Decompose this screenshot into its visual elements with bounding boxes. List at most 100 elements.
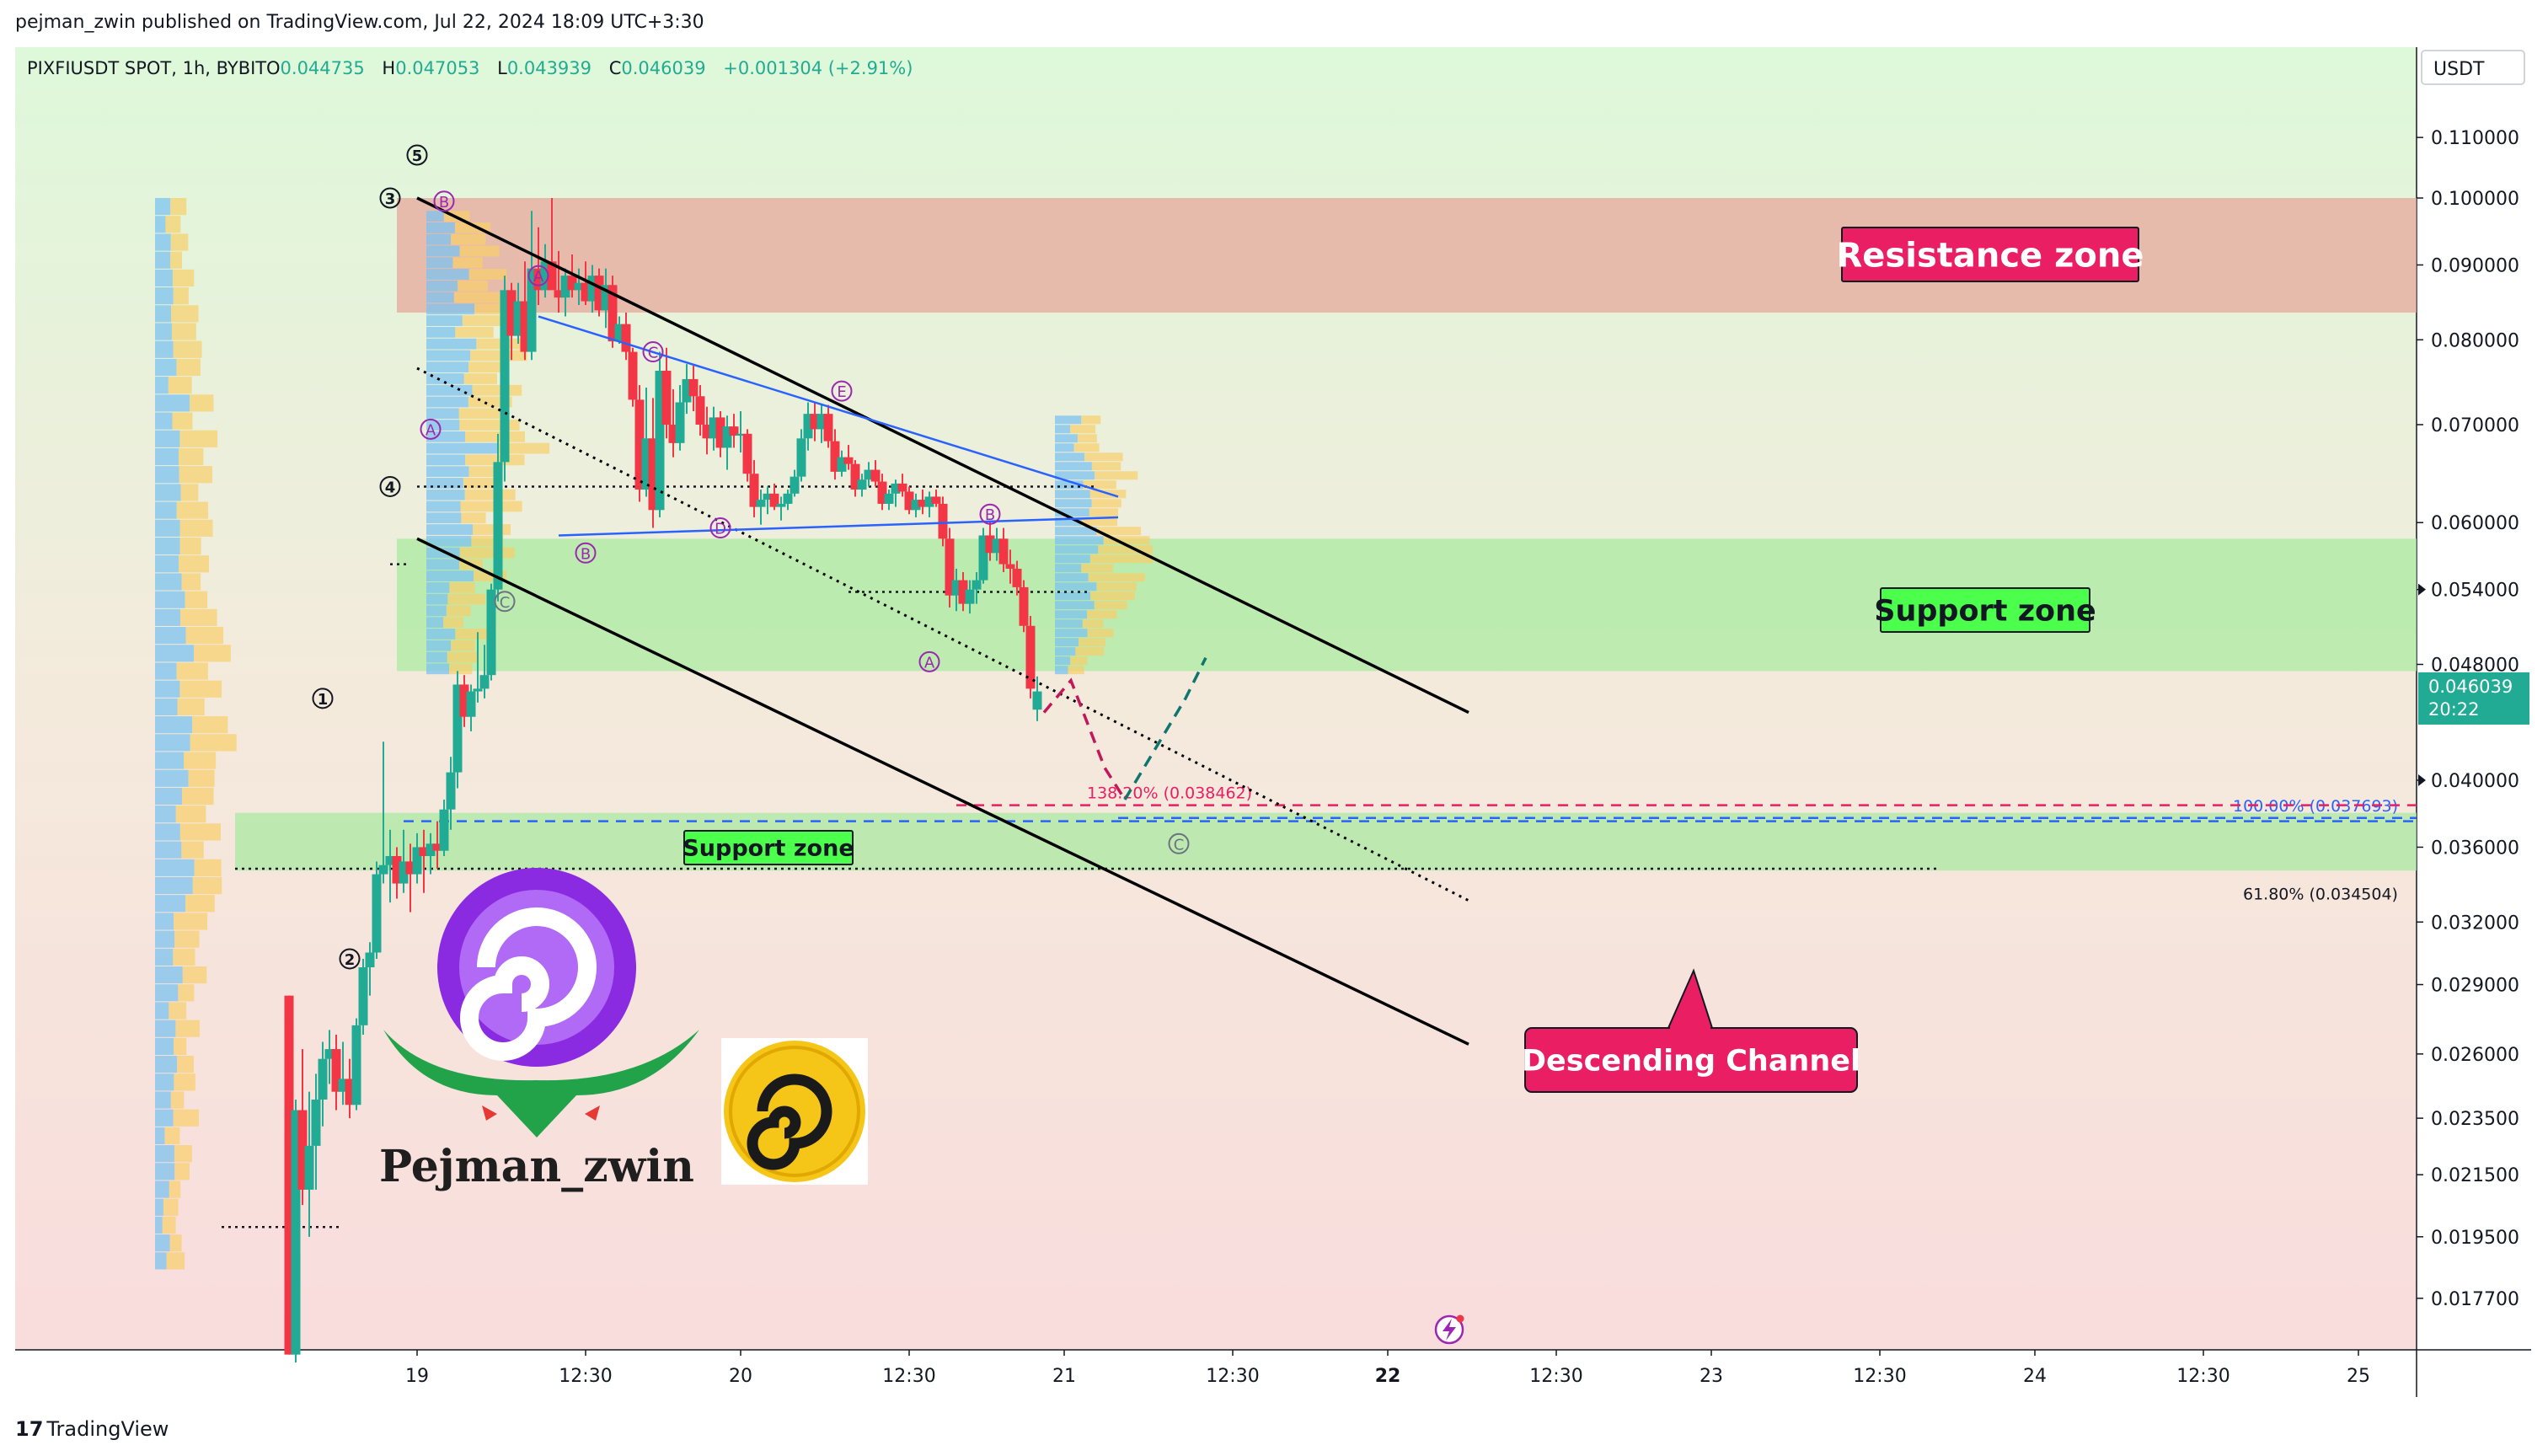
price-axis[interactable]: 0.110000 0.100000 0.090000 0.080000 0.070000… xyxy=(2417,128,2519,1310)
profile-bar xyxy=(162,1216,176,1234)
profile-bar xyxy=(174,1163,190,1180)
candle-body xyxy=(412,847,422,875)
candle xyxy=(1005,549,1015,584)
profile-bar xyxy=(155,1037,174,1056)
price-tick-label: 0.036000 xyxy=(2431,838,2519,859)
candle-body xyxy=(938,503,948,539)
profile-bar xyxy=(1055,508,1089,517)
profile-bar xyxy=(155,1073,174,1091)
profile-bar xyxy=(1082,619,1104,629)
time-axis[interactable]: 19 12:30 20 12:30 21 12:30 22 12:30 23 12:30 24 12:… xyxy=(405,1350,2370,1387)
candle xyxy=(985,520,995,561)
candle-body xyxy=(426,843,436,857)
candle xyxy=(823,404,833,448)
support-zone-label-lower[interactable]: Support zone xyxy=(682,830,854,865)
candle xyxy=(324,1030,335,1084)
candle xyxy=(493,433,503,602)
profile-bar xyxy=(1087,629,1114,638)
profile-bar xyxy=(447,593,485,605)
candle-body xyxy=(608,285,618,342)
candle-body xyxy=(405,861,415,875)
profile-bar xyxy=(1075,647,1105,656)
profile-bar xyxy=(446,605,471,617)
wave-text: D xyxy=(715,521,726,538)
candle xyxy=(668,389,678,458)
candle xyxy=(331,1035,341,1111)
candle-body xyxy=(985,535,995,554)
profile-bar xyxy=(426,396,468,408)
candle-body xyxy=(702,424,712,439)
wave-label: 4 xyxy=(379,475,401,497)
wave-circle xyxy=(1168,832,1190,854)
channel-lower-line[interactable] xyxy=(416,537,1469,1046)
candle xyxy=(358,958,368,1036)
candle xyxy=(661,347,672,439)
candle xyxy=(796,429,806,482)
candle-body xyxy=(473,688,483,692)
profile-bar xyxy=(426,222,455,233)
candle-body xyxy=(594,276,604,311)
wave-label: 3 xyxy=(379,187,401,209)
profile-bar xyxy=(1055,536,1104,545)
candle-body xyxy=(736,433,746,436)
wave-text: B xyxy=(581,545,591,563)
profile-bar xyxy=(1089,508,1119,517)
candle xyxy=(345,1058,355,1119)
profile-bar xyxy=(497,442,550,454)
candle-body xyxy=(668,424,678,443)
bolt-icon[interactable] xyxy=(1434,1314,1464,1345)
profile-bar xyxy=(463,373,497,384)
profile-bar xyxy=(426,535,472,547)
profile-bar xyxy=(1055,545,1099,554)
candle-body xyxy=(776,503,786,507)
candle xyxy=(628,347,638,407)
volume-profile-right xyxy=(1055,415,1154,675)
descending-channel-label[interactable]: Descending Channel xyxy=(1522,968,1860,1093)
candle xyxy=(870,460,881,487)
tradingview-logo[interactable]: 17 TradingView xyxy=(15,1417,169,1441)
candle-body xyxy=(506,290,517,336)
wave-circle xyxy=(494,591,516,613)
candle xyxy=(763,486,773,515)
time-tick-label: 12:30 xyxy=(1206,1366,1259,1387)
wave-text: E xyxy=(837,383,846,401)
profile-bar xyxy=(426,605,447,617)
triangle-lower-line[interactable] xyxy=(558,516,1119,537)
profile-bar xyxy=(175,806,206,823)
brand-arrow-icon xyxy=(482,1105,497,1121)
candle xyxy=(1032,676,1042,721)
profile-bar xyxy=(176,501,209,519)
triangle-upper-line[interactable] xyxy=(538,315,1119,498)
currency-button[interactable]: USDT xyxy=(2421,50,2525,85)
price-tick-label: 0.070000 xyxy=(2431,415,2519,436)
candle-body xyxy=(459,684,469,717)
candle xyxy=(439,799,449,857)
label-text: Support zone xyxy=(1874,595,2096,629)
price-tick-label: 0.032000 xyxy=(2431,913,2519,934)
channel-upper-line[interactable] xyxy=(416,196,1469,715)
profile-bar xyxy=(426,420,460,431)
resistance-zone-label[interactable]: Resistance zone xyxy=(1837,227,2144,282)
profile-bar xyxy=(426,280,458,292)
candle xyxy=(998,527,1009,573)
candle-body xyxy=(385,856,395,865)
candle-body xyxy=(554,290,564,298)
candle-body xyxy=(446,772,456,810)
brand-name: Pejman_zwin xyxy=(379,1141,694,1192)
profile-bar xyxy=(176,662,208,680)
candle-body xyxy=(763,493,773,500)
profile-bar xyxy=(181,573,201,591)
time-tick-label: 25 xyxy=(2347,1366,2370,1387)
profile-bar xyxy=(155,1216,163,1234)
profile-bar xyxy=(447,651,478,663)
candle xyxy=(479,645,490,699)
profile-bar xyxy=(426,292,454,303)
profile-bar xyxy=(155,1002,169,1020)
profile-bar xyxy=(426,211,444,222)
support-zone-label-upper[interactable]: Support zone xyxy=(1874,587,2096,633)
profile-bar xyxy=(1055,666,1068,675)
fib-label: 138.20% (0.038462) xyxy=(1087,784,1252,803)
wave-text: 1 xyxy=(318,691,329,709)
candle xyxy=(426,832,436,875)
